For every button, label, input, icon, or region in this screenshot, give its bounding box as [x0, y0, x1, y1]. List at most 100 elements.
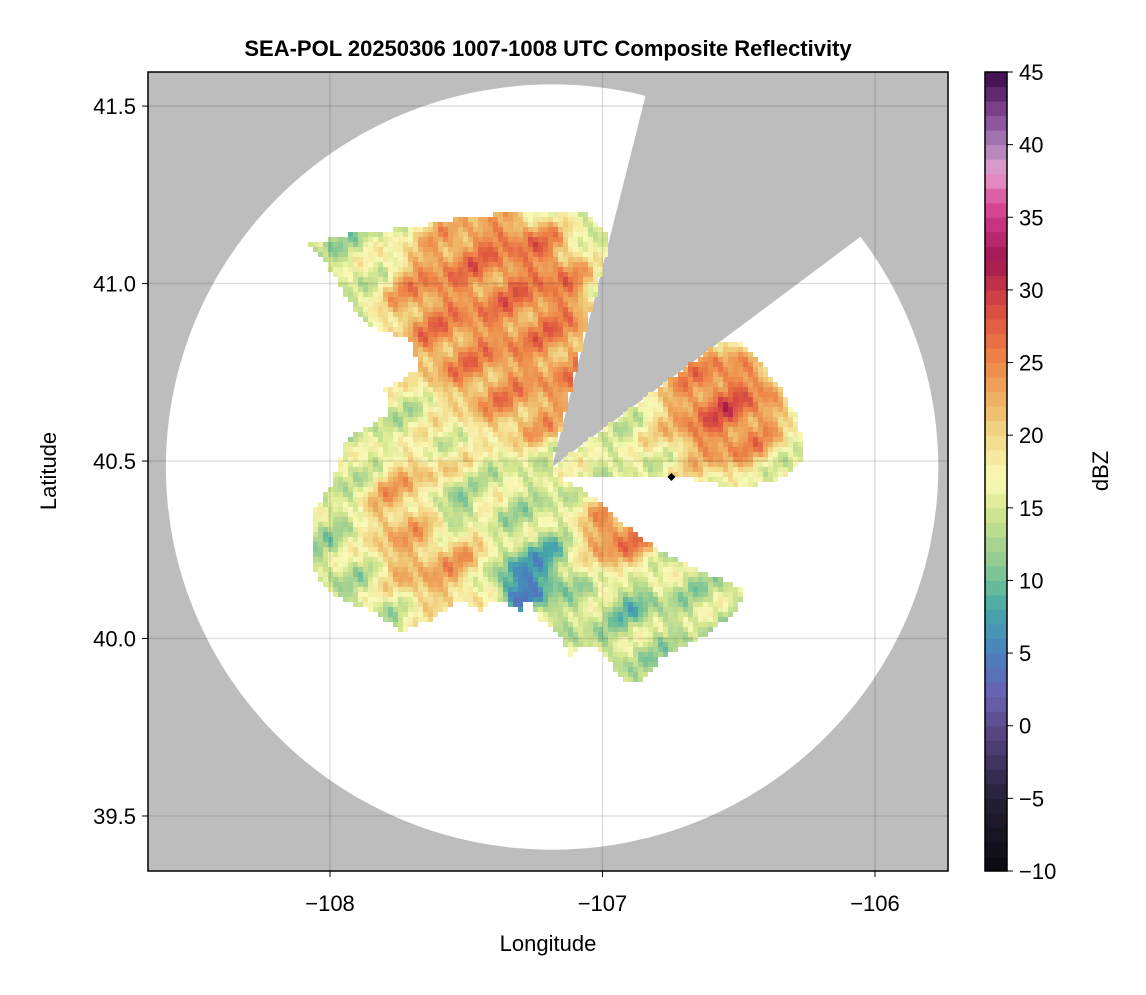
- echo-cell: [503, 362, 508, 367]
- echo-cell: [628, 467, 633, 472]
- echo-cell: [678, 462, 683, 467]
- echo-cell: [663, 472, 668, 477]
- echo-cell: [563, 597, 568, 602]
- echo-cell: [428, 587, 433, 592]
- echo-cell: [458, 292, 463, 297]
- echo-cell: [438, 492, 443, 497]
- echo-cell: [533, 292, 538, 297]
- echo-cell: [423, 232, 428, 237]
- echo-cell: [698, 582, 703, 587]
- echo-cell: [478, 427, 483, 432]
- echo-cell: [488, 452, 493, 457]
- echo-cell: [373, 472, 378, 477]
- echo-cell: [543, 617, 548, 622]
- echo-cell: [343, 567, 348, 572]
- echo-cell: [448, 582, 453, 587]
- echo-cell: [438, 267, 443, 272]
- echo-cell: [408, 432, 413, 437]
- echo-cell: [718, 617, 723, 622]
- echo-cell: [553, 492, 558, 497]
- echo-cell: [533, 217, 538, 222]
- echo-cell: [658, 452, 663, 457]
- echo-cell: [383, 512, 388, 517]
- echo-cell: [413, 377, 418, 382]
- echo-cell: [583, 277, 588, 282]
- echo-cell: [468, 577, 473, 582]
- echo-cell: [553, 562, 558, 567]
- echo-cell: [713, 467, 718, 472]
- echo-cell: [393, 497, 398, 502]
- echo-cell: [603, 442, 608, 447]
- echo-cell: [563, 562, 568, 567]
- echo-cell: [588, 302, 593, 307]
- echo-cell: [578, 507, 583, 512]
- echo-cell: [698, 417, 703, 422]
- echo-cell: [398, 287, 403, 292]
- echo-cell: [393, 502, 398, 507]
- echo-cell: [528, 392, 533, 397]
- echo-cell: [698, 447, 703, 452]
- echo-cell: [568, 387, 573, 392]
- echo-cell: [498, 312, 503, 317]
- echo-cell: [423, 272, 428, 277]
- echo-cell: [588, 252, 593, 257]
- echo-cell: [378, 287, 383, 292]
- echo-cell: [553, 392, 558, 397]
- echo-cell: [513, 432, 518, 437]
- echo-cell: [373, 302, 378, 307]
- echo-cell: [358, 267, 363, 272]
- echo-cell: [528, 477, 533, 482]
- echo-cell: [698, 432, 703, 437]
- echo-cell: [748, 472, 753, 477]
- echo-cell: [398, 307, 403, 312]
- echo-cell: [348, 287, 353, 292]
- echo-cell: [728, 452, 733, 457]
- echo-cell: [478, 287, 483, 292]
- echo-cell: [408, 587, 413, 592]
- echo-cell: [673, 577, 678, 582]
- echo-cell: [428, 242, 433, 247]
- echo-cell: [393, 467, 398, 472]
- echo-cell: [438, 372, 443, 377]
- echo-cell: [488, 217, 493, 222]
- echo-cell: [503, 422, 508, 427]
- echo-cell: [458, 567, 463, 572]
- echo-cell: [503, 242, 508, 247]
- echo-cell: [373, 557, 378, 562]
- echo-cell: [553, 252, 558, 257]
- echo-cell: [503, 252, 508, 257]
- echo-cell: [438, 302, 443, 307]
- echo-cell: [358, 517, 363, 522]
- echo-cell: [543, 347, 548, 352]
- echo-cell: [363, 302, 368, 307]
- echo-cell: [413, 567, 418, 572]
- echo-cell: [383, 432, 388, 437]
- echo-cell: [773, 442, 778, 447]
- echo-cell: [698, 587, 703, 592]
- echo-cell: [478, 422, 483, 427]
- echo-cell: [468, 512, 473, 517]
- echo-cell: [413, 232, 418, 237]
- echo-cell: [518, 237, 523, 242]
- echo-cell: [553, 577, 558, 582]
- echo-cell: [638, 562, 643, 567]
- echo-cell: [408, 577, 413, 582]
- echo-cell: [433, 432, 438, 437]
- echo-cell: [548, 442, 553, 447]
- echo-cell: [763, 367, 768, 372]
- echo-cell: [718, 387, 723, 392]
- echo-cell: [408, 492, 413, 497]
- echo-cell: [448, 252, 453, 257]
- echo-cell: [683, 417, 688, 422]
- echo-cell: [573, 527, 578, 532]
- echo-cell: [723, 372, 728, 377]
- echo-cell: [553, 267, 558, 272]
- echo-cell: [493, 547, 498, 552]
- echo-cell: [443, 562, 448, 567]
- echo-cell: [713, 447, 718, 452]
- echo-cell: [413, 427, 418, 432]
- echo-cell: [478, 247, 483, 252]
- echo-cell: [543, 332, 548, 337]
- echo-cell: [498, 402, 503, 407]
- echo-cell: [558, 422, 563, 427]
